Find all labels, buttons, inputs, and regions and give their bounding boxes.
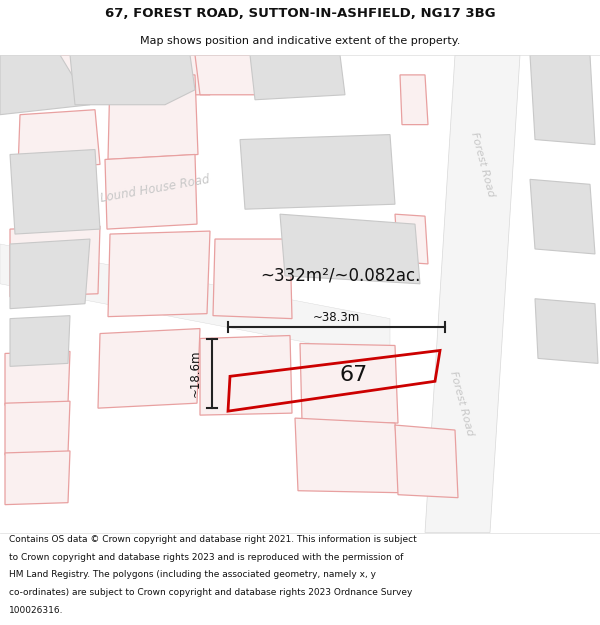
Polygon shape — [18, 159, 98, 219]
Polygon shape — [395, 425, 458, 498]
Polygon shape — [530, 55, 595, 144]
Polygon shape — [5, 401, 70, 455]
Polygon shape — [30, 55, 210, 95]
Polygon shape — [530, 179, 595, 254]
Polygon shape — [10, 149, 100, 234]
Text: 67: 67 — [339, 365, 367, 385]
Text: Map shows position and indicative extent of the property.: Map shows position and indicative extent… — [140, 36, 460, 46]
Polygon shape — [10, 226, 100, 297]
Text: HM Land Registry. The polygons (including the associated geometry, namely x, y: HM Land Registry. The polygons (includin… — [9, 571, 376, 579]
Polygon shape — [535, 299, 598, 363]
Polygon shape — [10, 316, 70, 366]
Polygon shape — [240, 134, 395, 209]
Polygon shape — [0, 55, 90, 115]
Text: ~332m²/~0.082ac.: ~332m²/~0.082ac. — [260, 267, 420, 285]
Polygon shape — [5, 451, 70, 504]
Polygon shape — [300, 344, 398, 423]
Text: to Crown copyright and database rights 2023 and is reproduced with the permissio: to Crown copyright and database rights 2… — [9, 553, 403, 562]
Polygon shape — [295, 418, 400, 492]
Polygon shape — [0, 244, 390, 358]
Polygon shape — [108, 231, 210, 317]
Polygon shape — [105, 154, 197, 229]
Text: Contains OS data © Crown copyright and database right 2021. This information is : Contains OS data © Crown copyright and d… — [9, 535, 417, 544]
Polygon shape — [70, 55, 195, 105]
Text: co-ordinates) are subject to Crown copyright and database rights 2023 Ordnance S: co-ordinates) are subject to Crown copyr… — [9, 588, 412, 597]
Polygon shape — [400, 75, 428, 124]
Text: ~38.3m: ~38.3m — [313, 311, 360, 324]
Polygon shape — [98, 329, 200, 408]
Polygon shape — [18, 110, 100, 169]
Text: 100026316.: 100026316. — [9, 606, 64, 614]
Polygon shape — [10, 239, 90, 309]
Text: ~18.6m: ~18.6m — [189, 349, 202, 397]
Polygon shape — [195, 55, 260, 95]
Polygon shape — [108, 75, 198, 159]
Polygon shape — [213, 239, 292, 319]
Polygon shape — [395, 214, 428, 264]
Polygon shape — [425, 55, 520, 532]
Text: Lound House Road: Lound House Road — [99, 173, 211, 206]
Text: Forest Road: Forest Road — [449, 369, 475, 437]
Text: 67, FOREST ROAD, SUTTON-IN-ASHFIELD, NG17 3BG: 67, FOREST ROAD, SUTTON-IN-ASHFIELD, NG1… — [104, 8, 496, 20]
Polygon shape — [200, 336, 292, 415]
Polygon shape — [250, 55, 345, 100]
Text: Forest Road: Forest Road — [470, 131, 496, 198]
Polygon shape — [280, 214, 420, 284]
Polygon shape — [5, 351, 70, 405]
